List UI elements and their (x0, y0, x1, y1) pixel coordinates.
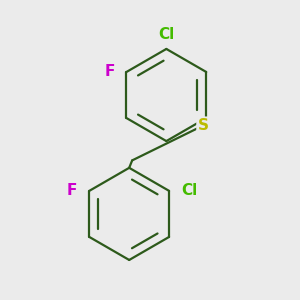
Text: Cl: Cl (182, 183, 198, 198)
Text: F: F (66, 183, 77, 198)
Text: F: F (104, 64, 115, 80)
Text: Cl: Cl (158, 26, 175, 41)
Text: S: S (198, 118, 209, 133)
